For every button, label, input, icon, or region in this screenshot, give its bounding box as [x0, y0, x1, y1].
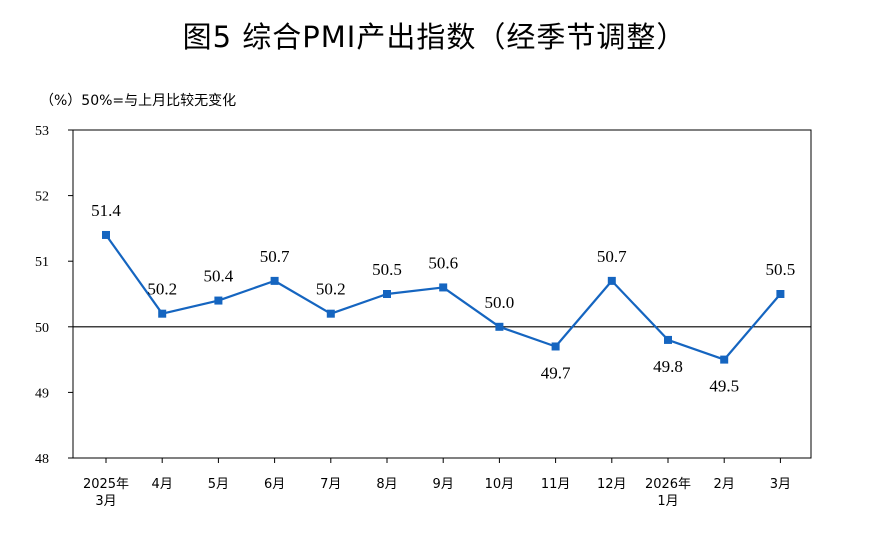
x-tick-label: 3月 — [95, 494, 116, 509]
data-label: 50.0 — [485, 293, 515, 312]
x-tick-label: 9月 — [433, 477, 454, 492]
data-point-marker — [551, 342, 560, 351]
x-tick-label: 10月 — [485, 477, 515, 492]
data-label: 49.7 — [541, 363, 571, 382]
data-point-marker — [495, 322, 504, 331]
plot-frame — [72, 129, 812, 459]
data-label: 49.8 — [653, 357, 683, 376]
x-tick-label: 3月 — [770, 477, 791, 492]
data-point-marker — [158, 309, 167, 318]
y-tick-label: 50 — [35, 321, 49, 336]
data-point-marker — [102, 230, 110, 239]
y-tick-label: 49 — [35, 386, 49, 401]
x-axis-ticks: 2025年 3月 4月 5月 6月 7月 8月 9月 10月 11月 12月 2026年 1月 2月 3月 — [83, 458, 791, 509]
data-labels: 51.4 50.2 50.4 50.7 50.2 50.5 50.6 50.0 49.7 50.7… — [91, 201, 795, 396]
x-tick-label: 1月 — [657, 494, 678, 509]
x-tick-label: 4月 — [152, 477, 173, 492]
x-tick-label: 11月 — [541, 477, 571, 492]
data-point-marker — [326, 309, 335, 318]
data-point-marker — [776, 290, 785, 298]
data-label: 50.6 — [428, 253, 458, 272]
x-tick-label: 5月 — [208, 477, 229, 492]
plot-area-border — [72, 129, 812, 459]
data-label: 50.7 — [260, 247, 290, 266]
data-label: 49.5 — [709, 377, 739, 396]
y-tick-label: 52 — [35, 190, 49, 205]
x-tick-label: 2025年 — [83, 477, 129, 492]
y-tick-label: 53 — [35, 124, 49, 139]
x-tick-label: 6月 — [264, 477, 285, 492]
data-label: 50.2 — [316, 280, 346, 299]
y-axis-ticks: 48 49 50 51 52 53 — [35, 124, 73, 467]
data-point-marker — [664, 335, 672, 344]
data-label: 50.5 — [372, 260, 402, 279]
unit-note: （%）50%=与上月比较无变化 — [40, 93, 237, 109]
data-label: 50.5 — [766, 260, 796, 279]
data-label: 50.7 — [597, 247, 627, 266]
data-point-marker — [214, 296, 223, 305]
x-tick-label: 2月 — [714, 477, 735, 492]
y-tick-label: 48 — [35, 452, 49, 467]
x-tick-label: 2026年 — [645, 477, 691, 492]
data-label: 51.4 — [91, 201, 121, 220]
y-tick-label: 51 — [35, 255, 49, 270]
data-label: 50.2 — [147, 280, 177, 299]
data-point-marker — [720, 355, 729, 364]
data-point-marker — [439, 283, 448, 292]
series-points — [102, 230, 785, 364]
chart-title: 图5 综合PMI产出指数（经季节调整） — [182, 20, 687, 54]
x-tick-label: 7月 — [320, 477, 341, 492]
data-point-marker — [383, 290, 391, 298]
x-tick-label: 8月 — [376, 477, 397, 492]
x-tick-label: 12月 — [597, 477, 627, 492]
data-point-marker — [607, 276, 616, 285]
data-label: 50.4 — [204, 267, 234, 286]
data-point-marker — [270, 276, 279, 285]
